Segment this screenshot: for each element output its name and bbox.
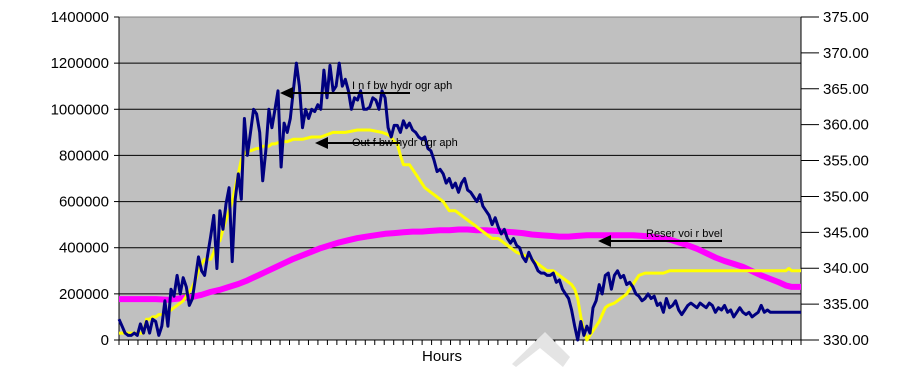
left-axis: 0 200000 400000 600000 800000 1000000 1200000 1… xyxy=(51,9,120,349)
x-axis xyxy=(118,339,802,345)
right-tick-label: 365.00 xyxy=(823,81,869,98)
annotations: I n f bw hydr ogr aph Out f bw hydr ogr a… xyxy=(280,80,722,247)
left-tick-label: 400000 xyxy=(59,240,109,257)
right-tick-label: 370.00 xyxy=(823,45,869,62)
right-tick-label: 350.00 xyxy=(823,188,869,205)
right-axis: 330.00 335.00 340.00 345.00 350.00 355.00 360.… xyxy=(800,9,869,349)
right-tick-label: 360.00 xyxy=(823,117,869,134)
right-tick-label: 335.00 xyxy=(823,296,869,313)
right-tick-label: 340.00 xyxy=(823,260,869,277)
outflow-hydrograph-line xyxy=(119,128,801,342)
x-axis-label: Hours xyxy=(422,348,462,365)
reservoir-level-line xyxy=(119,226,801,303)
right-tick-label: 345.00 xyxy=(823,224,869,241)
inflow-hydrograph-line xyxy=(117,61,801,342)
left-tick-label: 1000000 xyxy=(51,101,109,118)
inflow-arrowhead xyxy=(280,87,293,99)
watermark-arrow xyxy=(512,332,570,367)
left-tick-label: 600000 xyxy=(59,194,109,211)
inflow-annotation: I n f bw hydr ogr aph xyxy=(352,80,452,92)
right-tick-label: 355.00 xyxy=(823,153,869,170)
right-tick-label: 375.00 xyxy=(823,9,869,26)
outflow-arrowhead xyxy=(315,137,328,149)
left-tick-label: 0 xyxy=(101,332,109,349)
outflow-annotation: Out f bw hydr ogr aph xyxy=(352,137,458,149)
right-tick-label: 330.00 xyxy=(823,332,869,349)
left-tick-label: 200000 xyxy=(59,286,109,303)
series-group xyxy=(117,61,801,342)
left-tick-label: 800000 xyxy=(59,147,109,164)
reservoir-level-annotation: Reser voi r bvel xyxy=(646,228,722,240)
reservoir-level-arrowhead xyxy=(598,235,611,247)
left-tick-label: 1200000 xyxy=(51,55,109,72)
left-tick-label: 1400000 xyxy=(51,9,109,26)
